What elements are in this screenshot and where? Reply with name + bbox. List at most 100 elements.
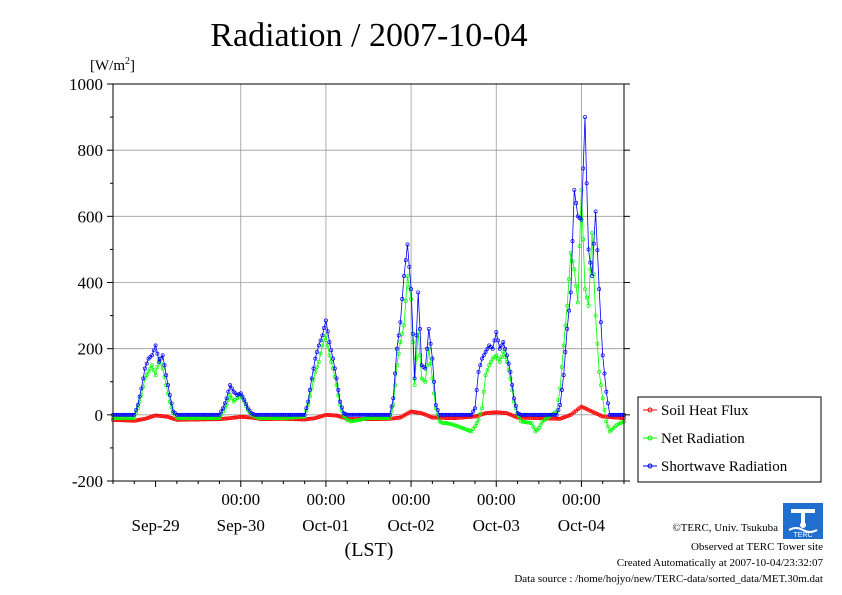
data-point	[428, 361, 433, 366]
data-point	[320, 333, 325, 338]
data-point	[137, 417, 142, 422]
data-point	[435, 407, 440, 412]
data-point	[428, 414, 433, 419]
data-point	[510, 413, 515, 418]
data-point	[235, 415, 240, 420]
data-point	[304, 406, 309, 411]
data-point	[464, 427, 469, 432]
data-point	[363, 416, 367, 421]
data-point	[199, 412, 204, 417]
data-point	[137, 394, 142, 399]
data-point	[235, 393, 240, 397]
data-point	[423, 379, 428, 384]
data-point	[332, 413, 337, 418]
data-point	[332, 366, 337, 371]
data-point	[130, 412, 135, 417]
data-point	[584, 181, 589, 186]
data-point	[151, 368, 156, 373]
data-source-text: Data source : /home/hojyo/new/TERC-data/…	[514, 573, 823, 585]
x-axis-label: (LST)	[345, 539, 394, 561]
legend-label-0: Soil Heat Flux	[661, 403, 749, 419]
data-point	[508, 412, 513, 417]
data-point	[446, 421, 451, 426]
data-point	[315, 415, 319, 420]
data-point	[524, 420, 529, 425]
data-point	[419, 411, 424, 416]
data-point	[155, 364, 160, 369]
data-point	[410, 331, 415, 336]
data-point	[512, 414, 516, 418]
data-point	[245, 406, 250, 411]
data-point	[488, 359, 493, 364]
data-point	[503, 346, 508, 351]
data-point	[215, 412, 220, 417]
data-point	[593, 313, 598, 318]
data-point	[494, 353, 499, 358]
data-point	[247, 408, 252, 413]
data-point	[529, 412, 534, 417]
data-point	[614, 415, 619, 420]
data-point	[361, 417, 366, 422]
data-point	[418, 326, 422, 331]
data-point	[364, 412, 369, 417]
data-point	[242, 397, 247, 402]
data-point	[274, 412, 279, 417]
data-point	[370, 412, 374, 417]
data-point	[221, 406, 225, 411]
data-point	[588, 260, 593, 265]
data-point	[581, 166, 586, 171]
data-point	[414, 356, 419, 361]
data-point	[334, 413, 339, 418]
data-point	[449, 422, 454, 427]
data-point	[526, 420, 531, 425]
data-point	[416, 290, 421, 295]
data-point	[512, 396, 516, 401]
data-point	[288, 412, 293, 417]
data-point	[561, 373, 566, 378]
data-point	[281, 412, 286, 417]
data-point	[315, 350, 319, 354]
data-point	[352, 418, 357, 423]
data-point	[591, 241, 596, 246]
data-point	[142, 416, 147, 421]
data-point	[536, 426, 541, 431]
data-point	[496, 338, 500, 343]
data-point	[474, 413, 479, 418]
data-point	[586, 303, 591, 308]
data-point	[497, 346, 502, 351]
data-point	[393, 383, 398, 388]
data-point	[254, 415, 259, 420]
data-point	[462, 415, 467, 420]
data-point	[323, 318, 328, 323]
data-point	[130, 418, 135, 423]
data-point	[316, 343, 321, 348]
data-point	[572, 267, 577, 272]
data-point	[616, 421, 621, 426]
data-point	[169, 405, 174, 410]
data-point	[240, 414, 245, 419]
data-point	[148, 415, 153, 420]
data-point	[228, 393, 233, 397]
data-point	[329, 359, 334, 364]
data-point	[205, 412, 209, 417]
data-point	[520, 419, 525, 424]
y-tick-label-2: 200	[78, 340, 104, 359]
data-point	[600, 353, 605, 358]
data-point	[354, 418, 359, 423]
data-point	[400, 331, 405, 336]
data-point	[593, 411, 598, 416]
data-point	[490, 410, 495, 415]
data-point	[267, 412, 272, 417]
data-point	[167, 393, 172, 397]
data-point	[398, 320, 403, 325]
data-point	[575, 300, 580, 305]
data-point	[504, 411, 509, 416]
data-point	[441, 412, 445, 417]
data-point	[426, 414, 431, 418]
data-point	[598, 413, 603, 418]
data-point	[501, 350, 506, 354]
y-axis-unit-close: ]	[130, 58, 135, 74]
data-point	[602, 371, 607, 376]
data-point	[318, 414, 323, 419]
data-point	[455, 424, 460, 429]
